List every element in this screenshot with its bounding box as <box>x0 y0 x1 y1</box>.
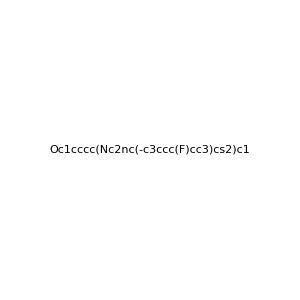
Text: Oc1cccc(Nc2nc(-c3ccc(F)cc3)cs2)c1: Oc1cccc(Nc2nc(-c3ccc(F)cc3)cs2)c1 <box>50 145 250 155</box>
